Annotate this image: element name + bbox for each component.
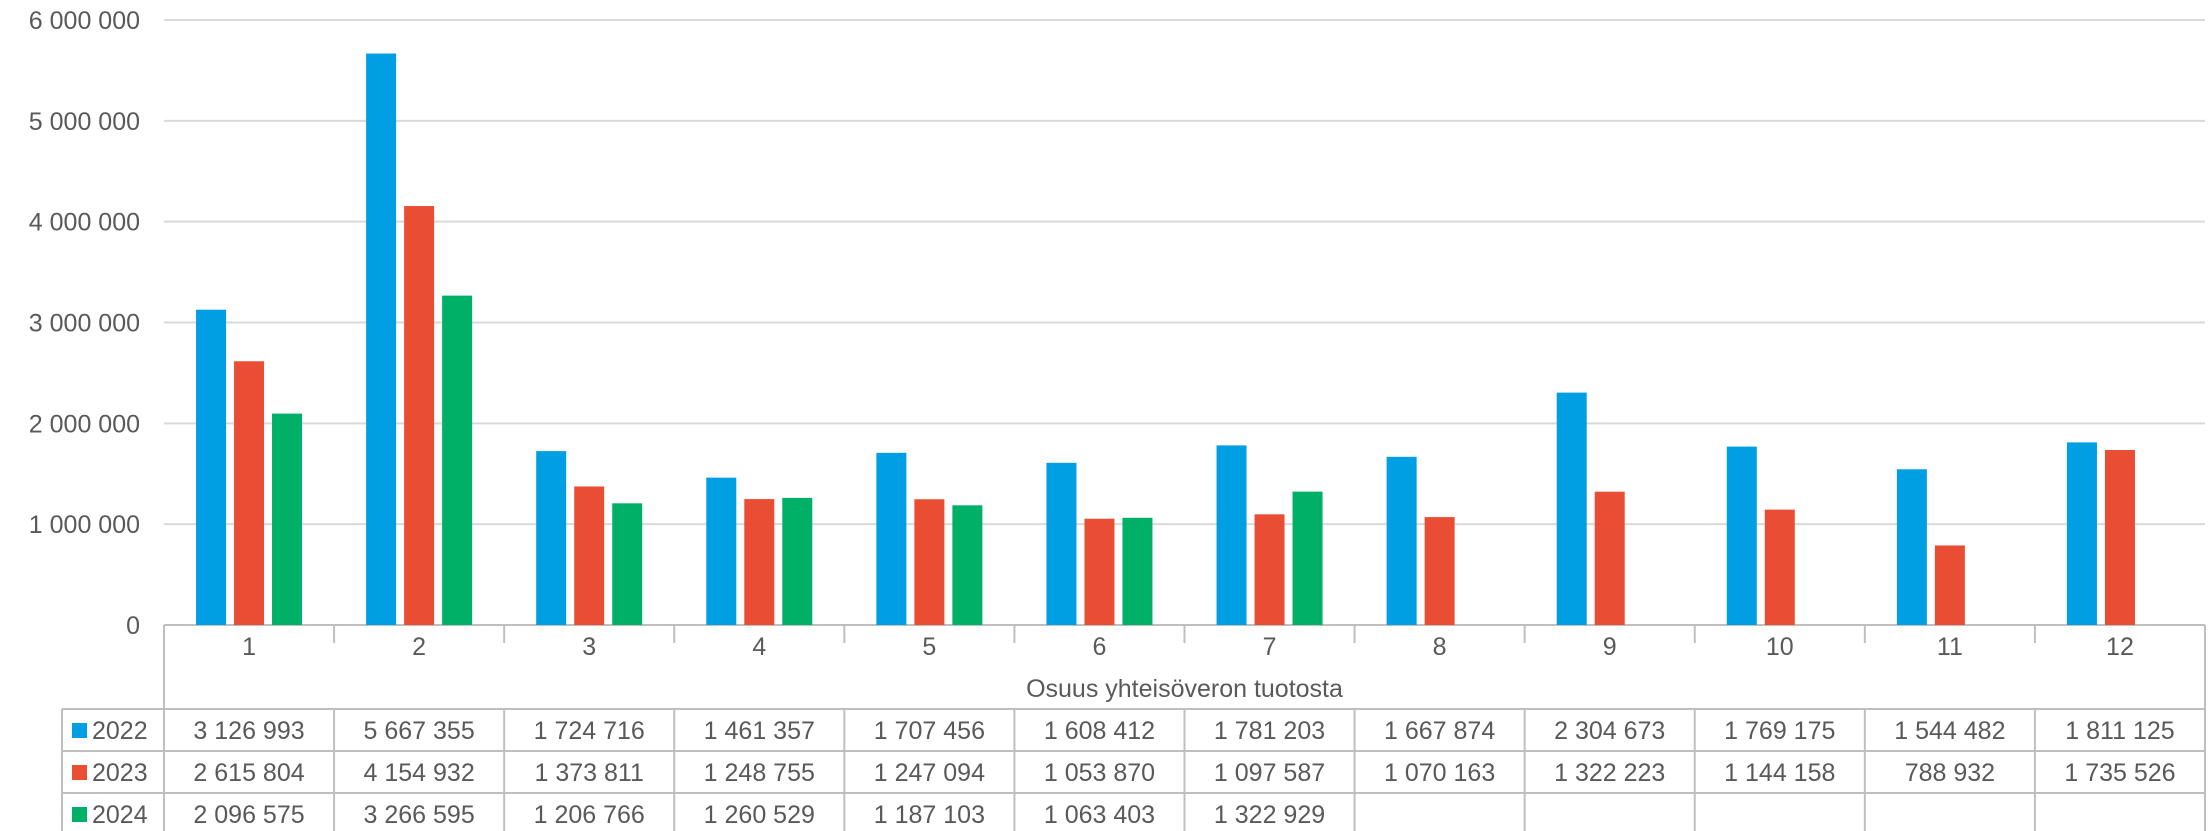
y-tick-label: 4 000 000 <box>29 209 140 237</box>
y-tick-label: 2 000 000 <box>29 410 140 438</box>
data-label: 1 781 203 <box>1214 717 1325 745</box>
legend-label-2023: 2023 <box>92 759 148 787</box>
x-tick-label: 12 <box>2106 633 2134 661</box>
legend-label-2022: 2022 <box>92 717 148 745</box>
bar-2023-7 <box>1254 514 1285 625</box>
x-tick-label: 2 <box>412 633 426 661</box>
x-tick-label: 11 <box>1937 633 1963 661</box>
bar-2023-6 <box>1084 518 1115 625</box>
data-label: 788 932 <box>1905 759 1995 787</box>
bar-2022-11 <box>1896 469 1927 625</box>
data-label: 4 154 932 <box>364 759 475 787</box>
bar-2024-7 <box>1292 491 1323 625</box>
bar-2023-12 <box>2104 450 2135 625</box>
data-label: 1 461 357 <box>704 717 815 745</box>
data-label: 2 304 673 <box>1554 717 1665 745</box>
data-label: 1 097 587 <box>1214 759 1325 787</box>
bar-2022-4 <box>706 477 737 625</box>
bars <box>196 53 2135 626</box>
data-label: 2 096 575 <box>193 801 304 829</box>
bar-2023-11 <box>1934 545 1965 625</box>
x-tick-label: 8 <box>1433 633 1447 661</box>
data-label: 5 667 355 <box>364 717 475 745</box>
bar-2022-9 <box>1556 392 1587 625</box>
bar-2024-4 <box>782 497 813 625</box>
data-label: 1 322 223 <box>1554 759 1665 787</box>
data-label: 2 615 804 <box>193 759 304 787</box>
data-label: 1 707 456 <box>874 717 985 745</box>
x-tick-label: 5 <box>922 633 936 661</box>
data-label: 1 724 716 <box>534 717 645 745</box>
x-tick-label: 6 <box>1093 633 1107 661</box>
bar-2023-4 <box>744 499 775 625</box>
data-label: 1 667 874 <box>1384 717 1495 745</box>
bar-2024-6 <box>1122 517 1153 625</box>
bar-2024-5 <box>952 505 983 625</box>
data-label: 3 266 595 <box>364 801 475 829</box>
x-axis-label: Osuus yhteisöveron tuotosta <box>1026 675 1343 703</box>
bar-2022-6 <box>1046 462 1077 625</box>
x-tick-label: 3 <box>582 633 596 661</box>
legend-swatch-2024 <box>72 807 87 822</box>
data-label: 1 248 755 <box>704 759 815 787</box>
bar-2024-3 <box>612 503 643 625</box>
data-label: 1 070 163 <box>1384 759 1495 787</box>
data-label: 3 126 993 <box>193 717 304 745</box>
data-label: 1 811 125 <box>2065 717 2174 745</box>
data-label: 1 260 529 <box>704 801 815 829</box>
x-tick-label: 7 <box>1263 633 1277 661</box>
legend-swatch-2023 <box>72 765 87 780</box>
bar-2024-1 <box>272 413 303 625</box>
bar-2023-3 <box>574 486 605 625</box>
data-label: 1 247 094 <box>874 759 985 787</box>
y-tick-label: 5 000 000 <box>29 108 140 136</box>
gridlines <box>164 19 2205 626</box>
bar-2022-10 <box>1726 446 1757 625</box>
x-tick-label: 1 <box>242 633 256 661</box>
data-label: 1 206 766 <box>534 801 645 829</box>
y-tick-label: 0 <box>126 612 140 640</box>
y-axis: 0 1 000 000 2 000 000 3 000 000 4 000 000 5 0… <box>29 7 140 640</box>
x-tick-label: 10 <box>1766 633 1794 661</box>
bar-2022-1 <box>196 309 227 625</box>
bar-2022-7 <box>1216 445 1247 625</box>
bar-2023-5 <box>914 499 945 625</box>
y-tick-label: 6 000 000 <box>29 7 140 35</box>
data-label: 1 063 403 <box>1044 801 1155 829</box>
bar-2022-2 <box>366 53 397 626</box>
bar-2023-1 <box>234 361 265 625</box>
bar-2023-8 <box>1424 517 1455 625</box>
x-tick-label: 9 <box>1603 633 1617 661</box>
data-label: 1 608 412 <box>1044 717 1155 745</box>
data-label: 1 144 158 <box>1724 759 1835 787</box>
data-label: 1 769 175 <box>1724 717 1835 745</box>
y-tick-label: 1 000 000 <box>29 511 140 539</box>
data-label: 1 322 929 <box>1214 801 1325 829</box>
data-table: Osuus yhteisöveron tuotosta 1 2 3 4 5 6 7 8 9 10 1… <box>61 625 2206 831</box>
bar-2022-5 <box>876 452 907 625</box>
bar-2023-2 <box>404 206 435 625</box>
legend-label-2024: 2024 <box>92 801 148 829</box>
bar-2022-12 <box>2066 442 2097 625</box>
data-label: 1 187 103 <box>874 801 985 829</box>
data-label: 1 735 526 <box>2064 759 2175 787</box>
x-tick-label: 4 <box>752 633 766 661</box>
bar-2024-2 <box>442 295 473 625</box>
bar-2022-8 <box>1386 456 1417 625</box>
bar-2022-3 <box>536 451 567 625</box>
bar-2023-9 <box>1594 491 1625 625</box>
bar-2023-10 <box>1764 509 1795 625</box>
data-label: 1 373 811 <box>535 759 644 787</box>
legend-swatch-2022 <box>72 723 87 738</box>
data-label: 1 053 870 <box>1044 759 1155 787</box>
y-tick-label: 3 000 000 <box>29 310 140 338</box>
data-label: 1 544 482 <box>1894 717 2005 745</box>
